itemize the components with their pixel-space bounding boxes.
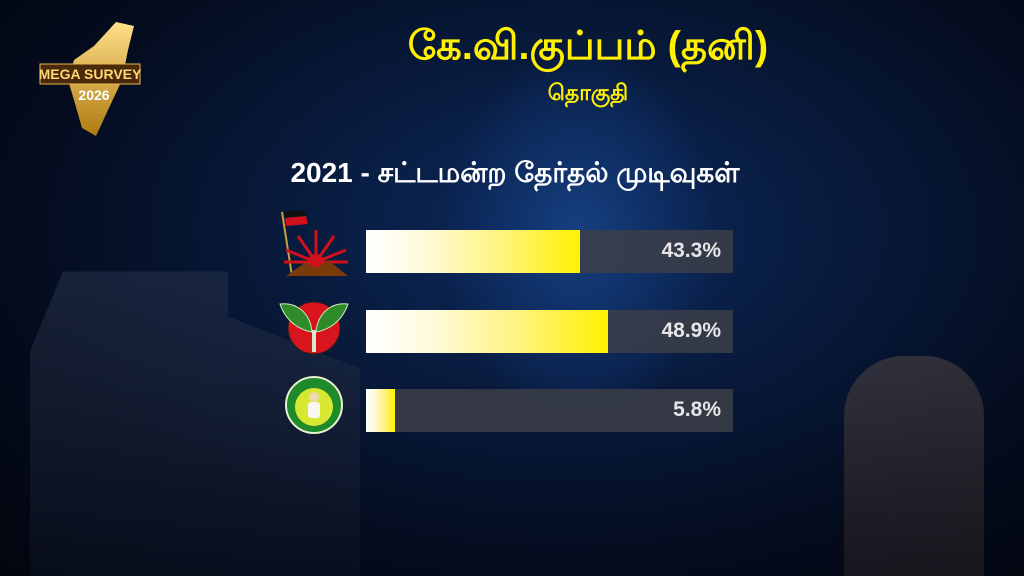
- bar-fill: [366, 389, 395, 432]
- constituency-subtitle: தொகுதி: [547, 80, 629, 105]
- mega-survey-logo: MEGA SURVEY 2026: [39, 22, 142, 136]
- svg-text:2026: 2026: [78, 87, 109, 103]
- bar-value-label: 48.9%: [661, 319, 721, 342]
- bar-row-ntk: 5.8%: [0, 376, 1024, 434]
- bar-fill: [366, 230, 581, 273]
- bar-track: 5.8%: [366, 389, 733, 432]
- background-hand: [844, 356, 984, 576]
- ntk-farmer-icon: [285, 376, 343, 434]
- chart-title: 2021 - சட்டமன்ற தேர்தல் முடிவுகள்: [290, 157, 740, 188]
- bar-value-label: 43.3%: [661, 239, 721, 262]
- bar-track: 43.3%: [366, 230, 733, 273]
- bar-row-dmk: 43.3%: [0, 210, 1024, 277]
- svg-text:MEGA SURVEY: MEGA SURVEY: [39, 66, 142, 82]
- bar-fill: [366, 310, 609, 353]
- aiadmk-two-leaves-icon: [279, 301, 349, 355]
- dmk-rising-sun-icon: [281, 210, 348, 277]
- bar-value-label: 5.8%: [673, 398, 721, 421]
- constituency-title: கே.வி.குப்பம் (தனி): [407, 24, 769, 68]
- bar-track: 48.9%: [366, 310, 733, 353]
- bar-row-aiadmk: 48.9%: [0, 301, 1024, 355]
